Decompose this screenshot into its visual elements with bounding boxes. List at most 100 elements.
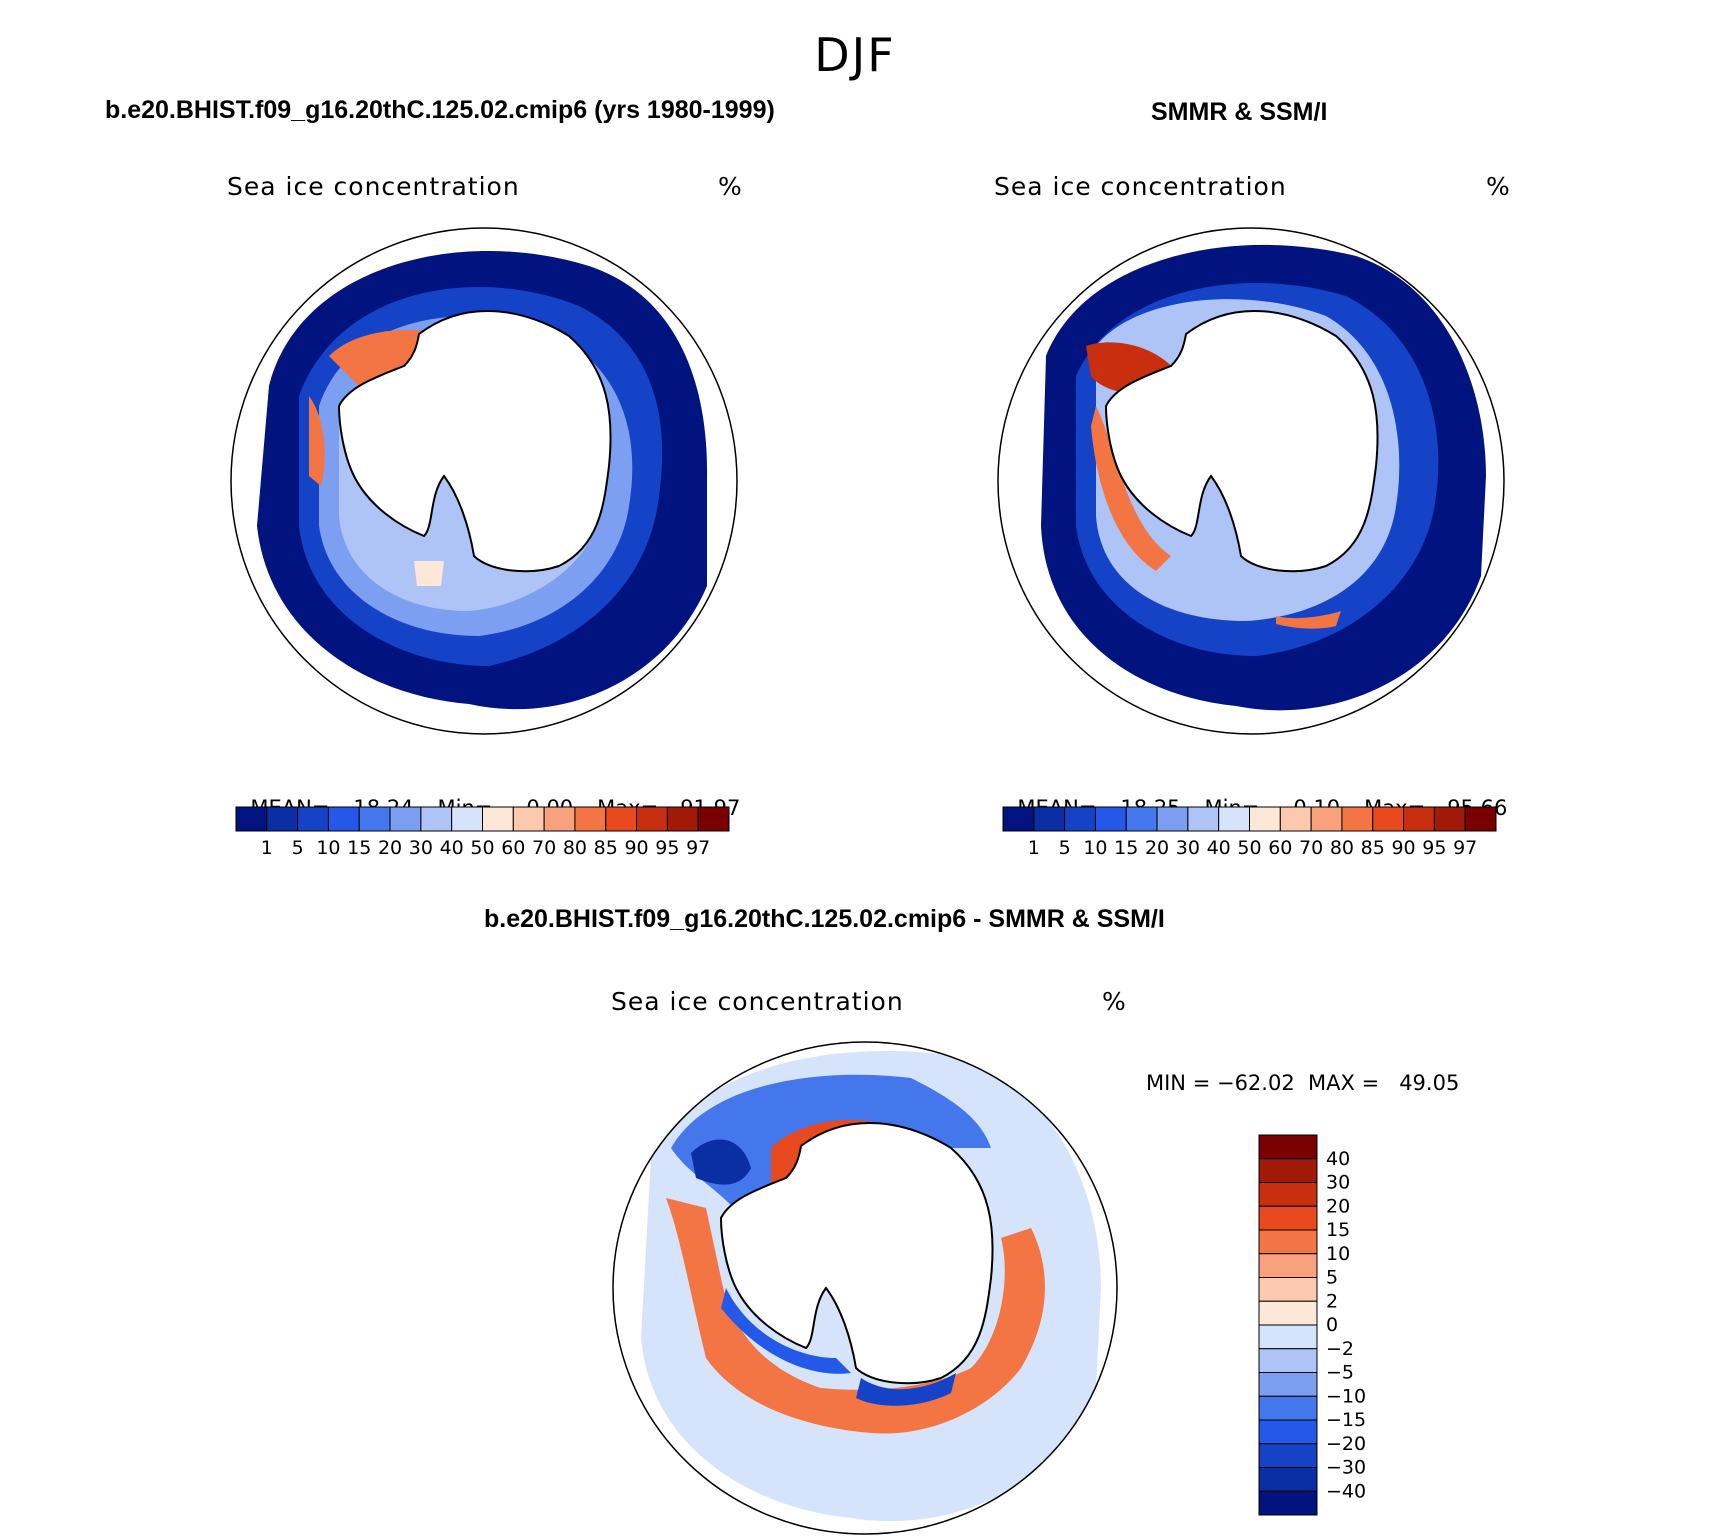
right-units-label: % — [1486, 172, 1511, 201]
right-colorbar-tick-label: 80 — [1330, 837, 1354, 859]
left-colorbar-tick-label: 20 — [378, 837, 402, 859]
diff-colorbar-tick-label: −2 — [1326, 1338, 1354, 1360]
diff-colorbar-swatch — [1258, 1229, 1318, 1255]
diff-colorbar-tick-label: 15 — [1326, 1219, 1350, 1241]
diff-dark-blue-weddell — [691, 1139, 751, 1185]
right-panel-title: SMMR & SSM/I — [1151, 98, 1328, 126]
left-colorbar-swatch — [451, 806, 483, 832]
right-colorbar-tick-label: 85 — [1361, 837, 1385, 859]
right-colorbar-tick-label: 95 — [1422, 837, 1446, 859]
left-colorbar-swatch — [697, 806, 730, 832]
left-colorbar-swatch — [482, 806, 514, 832]
right-colorbar-tick-label: 10 — [1083, 837, 1107, 859]
difference-polar-map — [612, 1041, 1118, 1535]
diff-variable-label: Sea ice concentration — [611, 987, 904, 1016]
left-colorbar-swatch — [666, 806, 699, 832]
diff-colorbar-swatch — [1258, 1158, 1318, 1183]
diff-colorbar-swatch — [1258, 1490, 1318, 1516]
diff-colorbar-swatch — [1258, 1395, 1318, 1421]
ice-red-amery — [1276, 611, 1341, 629]
right-colorbar-swatch — [1279, 806, 1312, 832]
diff-blue-ross — [721, 1288, 851, 1374]
diff-colorbar-tick-label: −5 — [1326, 1362, 1354, 1384]
diff-colorbar-swatch — [1258, 1372, 1318, 1397]
left-colorbar-swatch — [605, 806, 638, 832]
diff-minmax: MIN = −62.02 MAX = 49.05 — [1146, 1071, 1460, 1095]
left-colorbar-tick-label: 90 — [624, 837, 648, 859]
right-colorbar-swatch — [1094, 806, 1127, 832]
right-colorbar-tick-label: 90 — [1391, 837, 1415, 859]
diff-colorbar-tick-label: −20 — [1326, 1433, 1366, 1455]
diff-colorbar-swatch — [1258, 1324, 1318, 1350]
left-colorbar-tick-label: 40 — [440, 837, 464, 859]
right-colorbar-swatch — [1464, 806, 1497, 832]
diff-colorbar-swatch — [1258, 1205, 1318, 1231]
diff-colorbar-swatch — [1258, 1348, 1318, 1373]
diff-colorbar-tick-label: −40 — [1326, 1480, 1366, 1502]
diff-blue-east — [856, 1373, 956, 1406]
right-colorbar-swatch — [1433, 806, 1466, 832]
right-colorbar-swatch — [1218, 806, 1250, 832]
right-colorbar-swatch — [1249, 806, 1281, 832]
diff-colorbar-swatch — [1258, 1467, 1318, 1492]
left-colorbar: 1 5 10 15 20 30 40 50 60 70 80 85 90 95 97 — [235, 806, 730, 859]
left-colorbar-tick-label: 70 — [532, 837, 556, 859]
left-colorbar-tick-label: 85 — [594, 837, 618, 859]
right-colorbar-swatch — [1310, 806, 1343, 832]
diff-colorbar-swatch — [1258, 1134, 1318, 1160]
left-variable-label: Sea ice concentration — [227, 172, 520, 201]
diff-colorbar-tick-label: −15 — [1326, 1409, 1366, 1431]
right-colorbar-swatch — [1156, 806, 1189, 832]
diff-panel-title: b.e20.BHIST.f09_g16.20thC.125.02.cmip6 -… — [484, 905, 1165, 933]
right-colorbar-tick-label: 1 — [1028, 837, 1040, 859]
left-colorbar-tick-label: 95 — [655, 837, 679, 859]
diff-colorbar-tick-label: 20 — [1326, 1195, 1350, 1217]
left-colorbar-tick-label: 5 — [292, 837, 304, 859]
right-colorbar-tick-label: 60 — [1268, 837, 1292, 859]
diff-colorbar-tick-label: 10 — [1326, 1243, 1350, 1265]
right-colorbar-tick-label: 50 — [1237, 837, 1261, 859]
left-colorbar-swatch — [297, 806, 329, 832]
left-colorbar-tick-label: 80 — [563, 837, 587, 859]
left-colorbar-tick-label: 15 — [347, 837, 371, 859]
left-colorbar-swatch — [512, 806, 545, 832]
diff-colorbar-swatch — [1258, 1277, 1318, 1302]
antarctica-land — [1104, 309, 1379, 573]
left-colorbar-swatch — [543, 806, 576, 832]
left-colorbar-tick-label: 60 — [501, 837, 525, 859]
diff-colorbar-swatch — [1258, 1300, 1318, 1326]
right-colorbar-tick-label: 97 — [1453, 837, 1477, 859]
left-colorbar-swatch — [327, 806, 360, 832]
right-colorbar-swatch — [1064, 806, 1096, 832]
left-units-label: % — [718, 172, 743, 201]
left-colorbar-swatch — [389, 806, 422, 832]
ice-red-peninsula — [309, 396, 325, 486]
right-colorbar-swatch — [1002, 806, 1035, 832]
diff-colorbar-tick-label: −10 — [1326, 1385, 1366, 1407]
left-colorbar-swatch — [420, 806, 453, 832]
right-variable-label: Sea ice concentration — [994, 172, 1287, 201]
right-colorbar-swatch — [1125, 806, 1158, 832]
left-colorbar-swatch — [574, 806, 607, 832]
right-colorbar-tick-label: 20 — [1145, 837, 1169, 859]
left-colorbar-swatch — [358, 806, 391, 832]
left-polar-map — [230, 227, 738, 735]
right-colorbar-tick-label: 15 — [1114, 837, 1138, 859]
diff-colorbar-swatch — [1258, 1253, 1318, 1278]
right-colorbar-swatch — [1033, 806, 1066, 832]
right-colorbar-tick-label: 40 — [1207, 837, 1231, 859]
diff-colorbar-tick-label: 30 — [1326, 1172, 1350, 1194]
right-colorbar-swatch — [1403, 806, 1435, 832]
left-colorbar-swatch — [266, 806, 299, 832]
left-colorbar-tick-label: 30 — [409, 837, 433, 859]
right-colorbar-swatch — [1187, 806, 1220, 832]
diff-colorbar-tick-label: 5 — [1326, 1267, 1338, 1289]
right-polar-map — [997, 227, 1505, 735]
diff-colorbar-tick-label: 2 — [1326, 1290, 1338, 1312]
diff-colorbar-swatch — [1258, 1419, 1318, 1445]
page-title: DJF — [814, 28, 896, 82]
left-panel-title: b.e20.BHIST.f09_g16.20thC.125.02.cmip6 (… — [105, 96, 775, 124]
left-colorbar-swatch — [235, 806, 268, 832]
diff-colorbar-swatch — [1258, 1443, 1318, 1468]
